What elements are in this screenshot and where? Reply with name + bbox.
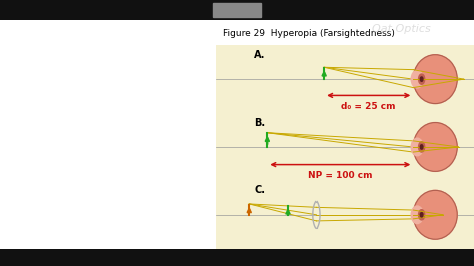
Text: C.: C. bbox=[255, 185, 265, 195]
Text: Oat Optics: Oat Optics bbox=[372, 24, 431, 34]
Text: NP = 100 cm: NP = 100 cm bbox=[308, 171, 373, 180]
Ellipse shape bbox=[411, 206, 423, 224]
Ellipse shape bbox=[413, 55, 457, 103]
Ellipse shape bbox=[420, 145, 423, 149]
Ellipse shape bbox=[413, 190, 457, 239]
Text: B.: B. bbox=[255, 118, 265, 127]
Bar bbox=[213, 3, 261, 17]
Ellipse shape bbox=[413, 123, 457, 171]
Text: d₀ = 25 cm: d₀ = 25 cm bbox=[341, 102, 396, 110]
Ellipse shape bbox=[420, 213, 423, 217]
Ellipse shape bbox=[419, 142, 425, 152]
Text: A.: A. bbox=[255, 50, 266, 60]
Ellipse shape bbox=[411, 138, 423, 156]
Ellipse shape bbox=[419, 210, 425, 220]
Text: Figure 29  Hyperopia (Farsightedness): Figure 29 Hyperopia (Farsightedness) bbox=[223, 29, 395, 38]
Ellipse shape bbox=[420, 77, 423, 81]
Ellipse shape bbox=[419, 74, 425, 84]
Ellipse shape bbox=[411, 70, 423, 88]
